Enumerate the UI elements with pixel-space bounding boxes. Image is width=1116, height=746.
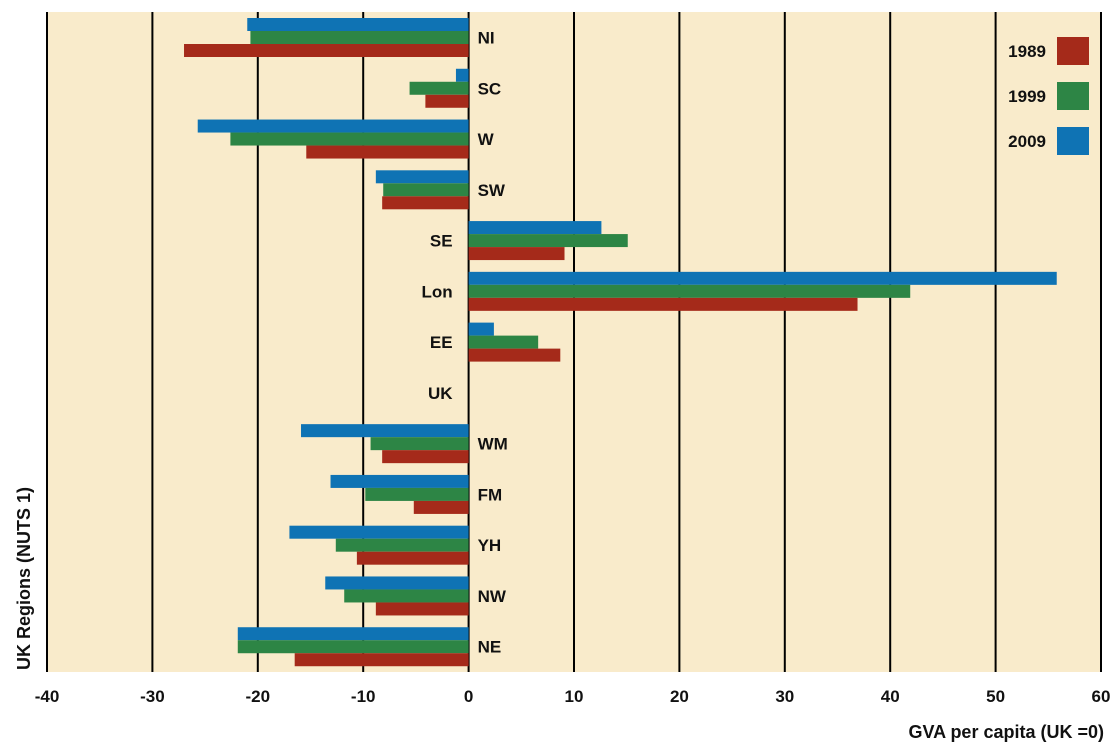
x-tick-label: -40	[35, 687, 60, 706]
bar-1999-EE	[468, 335, 539, 349]
bar-2009-SW	[375, 170, 469, 184]
bar-2009-YH	[289, 525, 469, 539]
bar-1999-WM	[370, 437, 469, 451]
legend-label-1989: 1989	[1008, 42, 1046, 61]
bar-2009-NE	[237, 627, 469, 641]
bar-2009-EE	[468, 322, 494, 336]
bar-1999-Lon	[468, 284, 911, 298]
bar-1989-W	[306, 145, 469, 159]
category-label-NW: NW	[478, 587, 507, 606]
x-tick-label: 40	[881, 687, 900, 706]
x-tick-label: 20	[670, 687, 689, 706]
bar-1989-NW	[375, 602, 469, 616]
category-label-Lon: Lon	[421, 282, 452, 301]
bar-1989-NE	[294, 653, 469, 667]
legend-label-2009: 2009	[1008, 132, 1046, 151]
bar-1999-NW	[344, 589, 469, 603]
legend-swatch-1989	[1057, 37, 1089, 65]
category-label-W: W	[478, 130, 495, 149]
bar-1989-Lon	[468, 297, 858, 311]
x-axis-title: GVA per capita (UK =0)	[908, 722, 1104, 742]
bar-2009-SE	[468, 221, 602, 235]
bar-1999-NE	[237, 640, 469, 654]
x-tick-label: -10	[351, 687, 376, 706]
x-tick-label: 60	[1092, 687, 1111, 706]
bar-1999-FM	[365, 487, 469, 501]
category-label-SC: SC	[478, 79, 502, 98]
bar-1999-SW	[383, 183, 469, 197]
category-label-UK: UK	[428, 384, 453, 403]
x-tick-labels: -40 -30 -20 -10 0 10 20 30 40 50 60	[35, 687, 1111, 706]
x-tick-label: 0	[464, 687, 473, 706]
category-label-SE: SE	[430, 232, 453, 251]
category-label-WM: WM	[478, 435, 508, 454]
legend: 1989 1999 2009	[1008, 37, 1089, 155]
x-tick-label: -30	[140, 687, 165, 706]
bar-2009-FM	[330, 474, 469, 488]
category-label-EE: EE	[430, 333, 453, 352]
x-tick-label: -20	[246, 687, 271, 706]
bar-2009-WM	[301, 424, 469, 438]
bar-2009-NW	[325, 576, 469, 590]
category-label-NE: NE	[478, 638, 502, 657]
bar-1989-SE	[468, 247, 565, 261]
bar-1999-YH	[335, 538, 469, 552]
bar-1989-EE	[468, 348, 561, 362]
bar-1999-SC	[409, 81, 469, 95]
legend-swatch-2009	[1057, 127, 1089, 155]
bar-1989-YH	[356, 551, 469, 565]
bar-1989-SC	[425, 94, 469, 108]
bar-1989-FM	[413, 500, 469, 514]
bar-1999-SE	[468, 234, 628, 248]
bar-1989-NI	[184, 44, 469, 57]
bar-1989-SW	[382, 196, 469, 210]
x-tick-label: 30	[775, 687, 794, 706]
bar-1999-NI	[250, 31, 469, 44]
bar-1989-WM	[382, 450, 469, 464]
bar-2009-Lon	[468, 271, 1057, 285]
x-tick-label: 50	[986, 687, 1005, 706]
bar-2009-W	[197, 119, 469, 133]
bar-1999-W	[230, 132, 469, 146]
category-labels: NI SC W SW SE Lon EE UK WM FM YH NW NE	[421, 29, 507, 657]
category-label-NI: NI	[478, 29, 495, 48]
x-tick-label: 10	[565, 687, 584, 706]
category-label-YH: YH	[478, 536, 502, 555]
bar-2009-SC	[455, 68, 469, 82]
legend-label-1999: 1999	[1008, 87, 1046, 106]
bars	[184, 18, 1057, 667]
category-label-FM: FM	[478, 485, 503, 504]
legend-swatch-1999	[1057, 82, 1089, 110]
y-axis-title: UK Regions (NUTS 1)	[14, 487, 34, 670]
bar-2009-NI	[247, 18, 469, 31]
category-label-SW: SW	[478, 181, 506, 200]
